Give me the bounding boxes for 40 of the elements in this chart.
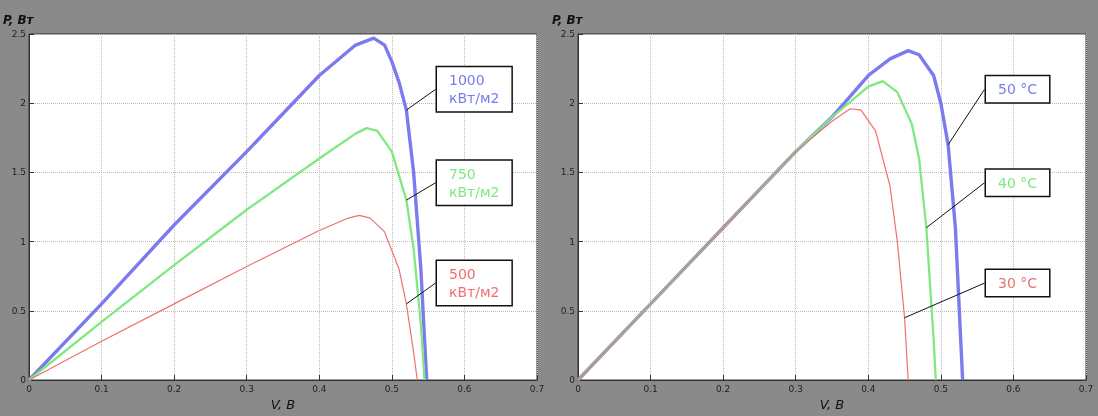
x-axis-title: V, В xyxy=(819,397,845,412)
x-tick-label: 0.1 xyxy=(643,383,658,394)
x-tick-label: 0.6 xyxy=(1006,383,1021,394)
line-series xyxy=(27,126,426,382)
line-series xyxy=(577,108,909,381)
x-tick-label: 0.5 xyxy=(933,383,949,394)
y-tick-label: 1 xyxy=(569,236,575,247)
y-axis-title: P, Вт xyxy=(3,13,35,27)
y-tick-label: 1 xyxy=(20,236,26,247)
text: 50 °C xyxy=(998,81,1038,98)
y-tick-label: 0 xyxy=(569,375,576,385)
y-axis-title: P, Вт xyxy=(552,13,584,27)
text: 750 кВт/м2 xyxy=(449,165,500,200)
x-tick-label: 0.3 xyxy=(788,383,803,394)
x-tick-label: 0.2 xyxy=(715,383,731,394)
x-axis-title: V, В xyxy=(270,397,296,412)
x-tick-label: 0.4 xyxy=(861,383,876,394)
y-tick-label: 2.5 xyxy=(11,29,26,39)
text: 1000 кВт/м2 xyxy=(449,72,500,107)
y-tick-label: 0 xyxy=(20,375,27,385)
line-series xyxy=(576,79,937,382)
x-tick-label: 0.7 xyxy=(1078,383,1094,394)
y-tick-label: 0.5 xyxy=(11,305,26,316)
text: 30 °C xyxy=(998,275,1038,292)
x-tick-label: 0.4 xyxy=(312,383,327,394)
x-tick-label: 0.5 xyxy=(384,383,400,394)
x-tick-label: 0.3 xyxy=(239,383,254,394)
x-tick-label: 0.1 xyxy=(94,383,109,394)
text: 40 °C xyxy=(998,174,1038,191)
y-tick-label: 2.5 xyxy=(560,29,575,39)
line-series xyxy=(28,214,418,381)
y-tick-label: 1.5 xyxy=(11,167,26,178)
y-tick-label: 0.5 xyxy=(560,305,575,316)
y-tick-label: 2 xyxy=(569,98,575,109)
y-tick-label: 1.5 xyxy=(560,167,575,178)
x-tick-label: 0.6 xyxy=(457,383,472,394)
text: 500 кВт/м2 xyxy=(449,266,500,301)
y-tick-label: 2 xyxy=(20,98,26,109)
x-tick-label: 0.2 xyxy=(166,383,182,394)
x-tick-label: 0.7 xyxy=(529,383,545,394)
